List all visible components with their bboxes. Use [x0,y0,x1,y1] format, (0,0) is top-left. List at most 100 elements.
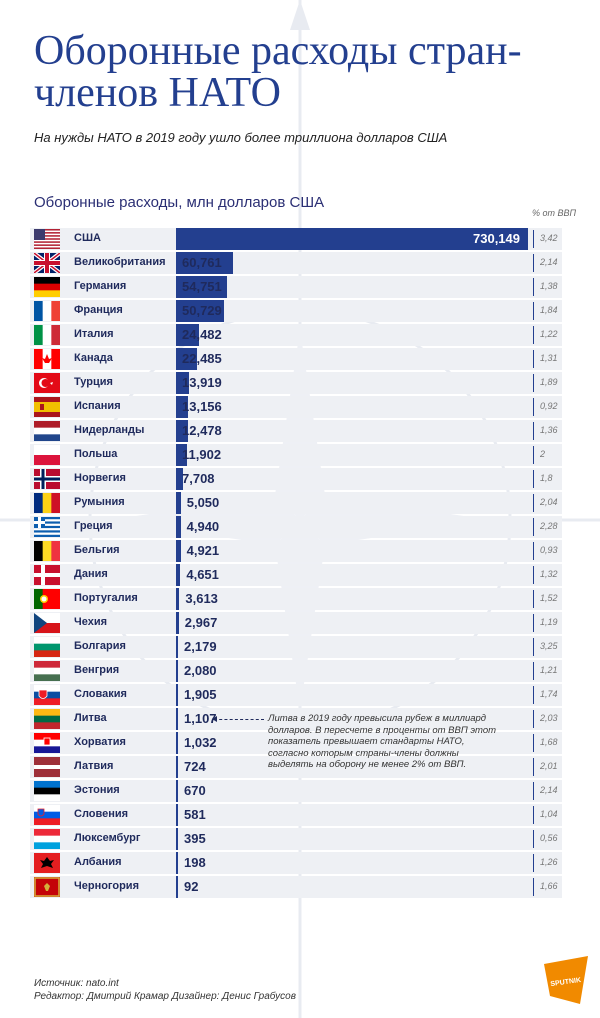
page-subtitle: На нужды НАТО в 2019 году ушло более три… [34,130,448,145]
country-label: Великобритания [74,256,166,268]
country-label: Венгрия [74,664,120,676]
gdp-divider [533,422,534,440]
country-flag-icon [34,709,60,729]
bar-value-label: 198 [184,855,206,870]
country-flag-icon [34,733,60,753]
gdp-divider [533,782,534,800]
table-row: Черногория 92 1,66 [0,876,600,898]
row-background [30,732,562,754]
country-label: США [74,232,101,244]
table-row: Дания 4,651 1,32 [0,564,600,586]
country-flag-icon [34,541,60,561]
country-flag-icon [34,517,60,537]
gdp-percent-label: 0,92 [540,401,558,411]
row-background [30,684,562,706]
lithuania-annotation: Литва в 2019 году превысила рубеж в милл… [268,713,497,770]
row-background [30,444,562,466]
bar [176,780,178,802]
gdp-percent-label: 1,31 [540,353,558,363]
country-flag-icon [34,877,60,897]
gdp-divider [533,710,534,728]
country-label: Дания [74,568,108,580]
bar [176,372,190,394]
bar [176,588,180,610]
table-row: США 730,149 3,42 [0,228,600,250]
table-row: Латвия 724 2,01 [0,756,600,778]
gdp-percent-label: 1,26 [540,857,558,867]
bar-value-label: 50,729 [182,303,222,318]
table-row: Люксембург 395 0,56 [0,828,600,850]
bar-value-label: 11,902 [182,447,222,462]
row-background [30,756,562,778]
bar [176,636,179,658]
gdp-divider [533,662,534,680]
table-row: Турция 13,919 1,89 [0,372,600,394]
gdp-percent-label: 1,52 [540,593,558,603]
table-row: Италия 24,482 1,22 [0,324,600,346]
country-label: Испания [74,400,121,412]
country-label: Норвегия [74,472,126,484]
gdp-divider [533,854,534,872]
row-background [30,636,562,658]
bar-value-label: 13,919 [182,375,222,390]
bar [176,468,184,490]
bar-value-label: 1,905 [184,687,217,702]
gdp-divider [533,830,534,848]
table-row: Хорватия 1,032 1,68 [0,732,600,754]
gdp-divider [533,638,534,656]
country-label: Румыния [74,496,125,508]
row-background [30,516,562,538]
country-label: Словакия [74,688,127,700]
bar [176,660,178,682]
page-title: Оборонные расходы стран-членов НАТО [34,28,522,116]
country-label: Греция [74,520,113,532]
row-background [30,612,562,634]
chart-title: Оборонные расходы, млн долларов США [34,194,325,211]
row-background [30,252,562,274]
gdp-percent-label: 3,25 [540,641,558,651]
table-row: Румыния 5,050 2,04 [0,492,600,514]
bar [176,516,181,538]
row-background [30,876,562,898]
bar [176,612,179,634]
country-label: Словения [74,808,129,820]
table-row: Португалия 3,613 1,52 [0,588,600,610]
country-label: Бельгия [74,544,120,556]
bar-value-label: 395 [184,831,206,846]
gdp-divider [533,350,534,368]
country-flag-icon [34,781,60,801]
row-background [30,324,562,346]
bar [176,420,188,442]
table-row: Греция 4,940 2,28 [0,516,600,538]
bar [176,828,178,850]
svg-text:SPUTNIK: SPUTNIK [550,977,581,988]
table-row: Болгария 2,179 3,25 [0,636,600,658]
row-background [30,276,562,298]
country-label: Турция [74,376,113,388]
bar [176,444,188,466]
credits-text: Редактор: Дмитрий Крамар Дизайнер: Денис… [34,991,296,1002]
bar [176,228,528,250]
gdp-percent-label: 1,74 [540,689,558,699]
gdp-percent-label: 1,22 [540,329,558,339]
bar-value-label: 4,651 [186,567,219,582]
country-flag-icon [34,421,60,441]
gdp-divider [533,326,534,344]
bar [176,300,224,322]
gdp-percent-label: 2,04 [540,497,558,507]
gdp-percent-label: 1,19 [540,617,558,627]
country-label: Нидерланды [74,424,145,436]
gdp-percent-label: 1,89 [540,377,558,387]
bar-value-label: 92 [184,879,199,894]
bar [176,708,178,730]
bar-value-label: 7,708 [182,471,215,486]
bar-value-label: 2,179 [184,639,217,654]
country-flag-icon [34,613,60,633]
row-background [30,348,562,370]
bar-value-label: 24,482 [182,327,222,342]
country-flag-icon [34,637,60,657]
country-flag-icon [34,397,60,417]
gdp-divider [533,470,534,488]
bar [176,852,178,874]
gdp-divider [533,446,534,464]
